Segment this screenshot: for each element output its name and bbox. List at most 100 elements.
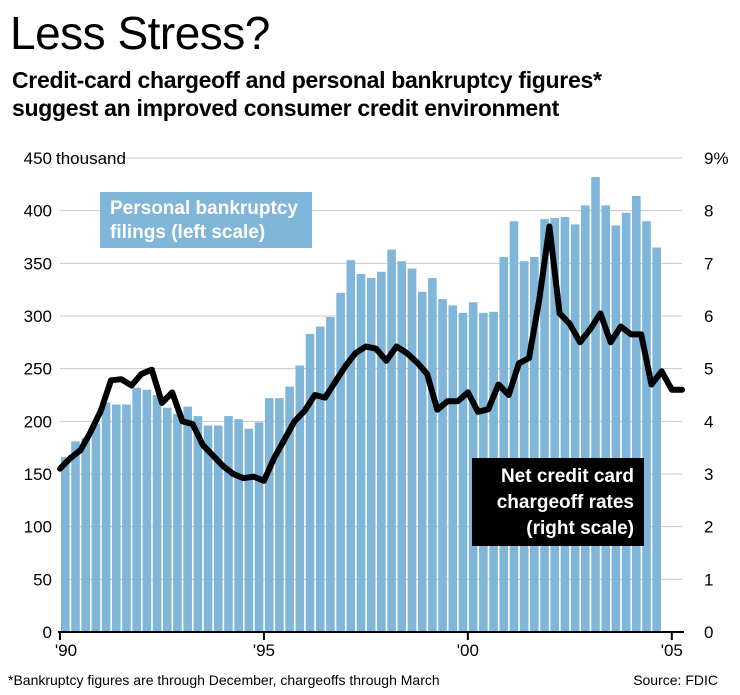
bar-1995.25 [275,398,284,632]
right-tick-label-2: 2 [704,518,713,537]
bar-1998.5 [407,268,417,632]
bankruptcy-bars [61,176,662,633]
bar-1995.5 [285,386,294,632]
chargeoff-label-line-1: Net credit card [501,466,634,487]
bar-1999 [428,278,437,632]
axes [58,631,684,640]
right-tick-label-0: 0 [704,623,713,642]
bar-2001.25 [519,261,529,632]
bar-2003.75 [621,212,631,633]
bar-1996.25 [315,326,325,632]
bar-1994.25 [234,419,243,632]
left-tick-label-50: 50 [33,570,52,589]
left-tick-label-350: 350 [24,254,52,273]
bar-1998 [387,249,396,632]
left-tick-label-0: 0 [43,623,52,642]
bar-2004.25 [642,221,651,632]
bar-1995 [264,398,274,632]
chargeoff-label-line-2: chargeoff rates [497,492,634,513]
chargeoff-label-background [472,458,644,546]
x-tick-label-1995: '95 [253,641,275,660]
bar-1999.5 [448,305,458,632]
chargeoff-rate-line [57,223,685,484]
left-tick-label-250: 250 [24,360,52,379]
bankruptcy-label-background [100,192,312,248]
bar-1993.75 [213,425,223,632]
bankruptcy-label-line-2: filings (left scale) [110,222,265,243]
left-axis-unit-label: thousand [56,149,126,168]
bar-1994.75 [254,422,264,632]
right-tick-label-1: 1 [704,570,713,589]
right-tick-label-4: 4 [704,412,713,431]
bar-2003 [591,176,600,632]
bar-1997 [346,260,356,632]
bar-1996 [305,333,315,632]
bar-2002.25 [560,216,570,632]
bar-1995.75 [295,365,305,632]
bar-1997.5 [366,278,376,632]
left-tick-label-400: 400 [24,202,52,221]
bar-1991.5 [122,404,131,632]
chart-title: Less Stress? [10,7,270,59]
bar-1992.25 [152,395,162,632]
bar-2003.5 [611,225,621,632]
bar-1994.5 [244,428,254,632]
bar-1990 [61,457,70,632]
bar-1993.25 [193,416,203,632]
x-tick-label-1990: '90 [55,641,77,660]
bar-2000.75 [499,257,509,632]
right-tick-label-5: 5 [704,360,713,379]
bar-2001 [509,221,519,632]
bar-1991.25 [111,404,121,632]
bar-2002.75 [581,205,590,632]
source-note: Source: FDIC [633,672,718,688]
bar-2001.75 [540,219,549,633]
bar-1994 [224,416,233,632]
x-tick-label-2000: '00 [457,641,479,660]
bankruptcy-label-line-1: Personal bankruptcy [110,198,298,219]
left-tick-label-450: 450 [24,149,52,168]
footnote: *Bankruptcy figures are through December… [8,672,440,688]
bar-1997.75 [377,271,386,632]
right-tick-label-3: 3 [704,465,713,484]
bar-2001.5 [530,257,539,632]
bar-1998.75 [417,291,427,632]
bankruptcy-label-box: Personal bankruptcy filings (left scale) [100,192,312,248]
bar-1991 [101,402,111,632]
bar-2002 [550,218,560,633]
bar-1990.25 [71,441,80,632]
left-tick-label-200: 200 [24,412,52,431]
bar-1999.75 [458,312,468,632]
bar-1999.25 [438,299,447,632]
chargeoff-label-line-3: (right scale) [526,518,634,539]
left-tick-label-100: 100 [24,518,52,537]
subtitle-line-2: suggest an improved consumer credit envi… [12,95,559,121]
chargeoff-label-box: Net credit card chargeoff rates (right sca… [472,458,644,546]
bar-1998.25 [397,261,407,632]
right-tick-label-9: 9% [704,149,729,168]
bar-1992 [142,389,152,632]
bar-1996.75 [336,292,345,632]
right-tick-label-7: 7 [704,254,713,273]
bar-1990.75 [91,423,101,632]
bar-1992.75 [173,413,182,632]
right-tick-label-6: 6 [704,307,713,326]
chart-subtitle: Credit-card chargeoff and personal bankr… [12,66,602,122]
subtitle-line-1: Credit-card chargeoff and personal bankr… [12,67,602,93]
bar-1990.5 [81,438,90,632]
left-tick-label-300: 300 [24,307,52,326]
right-tick-label-8: 8 [704,202,713,221]
bar-2004 [632,195,641,633]
bar-2003.25 [601,205,611,632]
bar-2004.5 [652,247,662,633]
chargeoff-line [57,223,685,484]
bar-1997.25 [356,273,366,632]
bar-2002.5 [570,224,580,633]
bar-1996.5 [326,317,335,632]
bar-1992.5 [162,407,172,632]
tick-labels: 0 50 100 150 200 250 300 350 400 450 thousand 0 1 2 3 4… [24,149,729,660]
bar-1993.5 [203,425,213,632]
x-tick-label-2005: '05 [661,641,683,660]
bar-1991.75 [132,387,141,632]
